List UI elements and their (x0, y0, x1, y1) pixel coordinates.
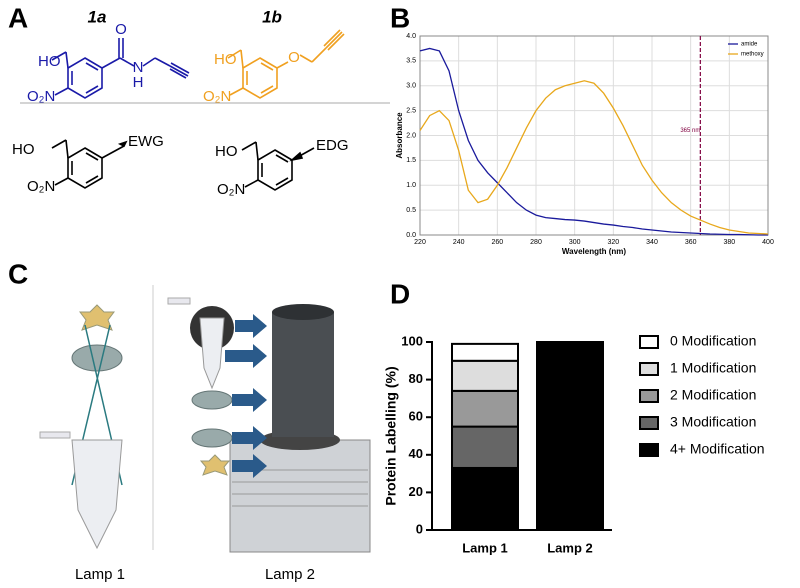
lid (39, 431, 71, 439)
panel-a-text: 1a 1b HO O₂N O N H HO O₂N O HO O₂N EWG H… (12, 7, 349, 197)
lamp-tube (272, 312, 334, 437)
legend-label: 3 Modification (670, 414, 756, 430)
lens (191, 390, 233, 410)
y-tick-label: 20 (409, 484, 423, 499)
atom: EWG (128, 133, 164, 150)
atom: HO (214, 51, 237, 68)
y-axis-label: Protein Labelling (%) (383, 366, 399, 505)
atom: EDG (316, 137, 349, 154)
bar-segment (451, 425, 519, 469)
structure-1b (227, 29, 345, 99)
y-tick-label: 1.5 (406, 157, 416, 164)
legend-swatch (639, 335, 659, 349)
panel-a (20, 29, 390, 191)
atom: N (133, 59, 144, 76)
panel-label: A (8, 2, 28, 33)
lens (71, 344, 123, 372)
legend-swatch (639, 389, 659, 403)
y-tick-label: 100 (401, 333, 423, 348)
atom: O (115, 21, 127, 38)
caption: Lamp 1 (75, 566, 125, 583)
legend-label: 0 Modification (670, 333, 756, 349)
x-axis-label: Wavelength (nm) (562, 247, 626, 256)
atom: O₂N (27, 178, 55, 195)
atom: O₂N (217, 181, 245, 198)
legend-label: methoxy (741, 52, 764, 58)
y-tick-label: 2.5 (406, 107, 416, 114)
panel-label: C (8, 258, 28, 289)
y-tick-label: 1.0 (406, 182, 416, 189)
y-axis-label: Absorbance (395, 112, 404, 159)
tube (71, 439, 123, 550)
x-tick-label: 380 (723, 239, 735, 246)
lid (167, 297, 191, 305)
bar-segment (451, 342, 519, 362)
lens (191, 428, 233, 448)
y-tick-label: 0.5 (406, 207, 416, 214)
atom: O₂N (27, 88, 55, 105)
atom: H (133, 74, 144, 91)
series-line (419, 47, 768, 236)
y-tick-label: 4.0 (406, 33, 416, 40)
legend-swatch (639, 416, 659, 430)
bar-segment (536, 341, 604, 531)
panel-label: B (390, 2, 410, 33)
bar-segment (451, 359, 519, 392)
x-tick-label: 300 (569, 239, 581, 246)
legend-label: 4+ Modification (670, 441, 765, 457)
structure-edg (241, 141, 315, 191)
structure-ewg (51, 139, 128, 189)
x-tick-label: Lamp 2 (547, 540, 593, 555)
compound-label: 1a (88, 7, 107, 26)
x-tick-label: Lamp 1 (462, 540, 508, 555)
x-tick-label: 280 (530, 239, 542, 246)
y-tick-label: 0.0 (406, 232, 416, 239)
legend-label: 1 Modification (670, 360, 756, 376)
x-tick-label: 260 (491, 239, 503, 246)
legend-label: 2 Modification (670, 387, 756, 403)
x-tick-label: 320 (607, 239, 619, 246)
compound-label: 1b (262, 7, 282, 26)
x-tick-label: 400 (762, 239, 774, 246)
legend-label: amide (741, 42, 758, 48)
x-tick-label: 360 (685, 239, 697, 246)
plot-frame (419, 35, 769, 236)
y-tick-label: 40 (409, 446, 423, 461)
tube (199, 317, 225, 390)
series-line (419, 80, 769, 235)
legend-swatch (639, 362, 659, 376)
annotation-text: 365 nm (680, 128, 700, 134)
y-tick-label: 80 (409, 371, 423, 386)
panel-label: D (390, 278, 410, 309)
y-tick-label: 3.5 (406, 58, 416, 65)
x-tick-label: 220 (414, 239, 426, 246)
bar-segment (451, 389, 519, 428)
x-tick-label: 340 (646, 239, 658, 246)
led (79, 304, 115, 331)
y-tick-label: 0 (416, 521, 423, 536)
lamp-base (229, 439, 371, 553)
atom: HO (12, 141, 35, 158)
y-tick-label: 60 (409, 409, 423, 424)
atom: O (288, 49, 300, 66)
structure-1a (51, 38, 190, 99)
bar-segment (451, 466, 519, 531)
x-tick-label: 240 (453, 239, 465, 246)
y-tick-label: 3.0 (406, 83, 416, 90)
lamp-top (272, 304, 334, 320)
arrows (225, 314, 267, 478)
atom: HO (38, 53, 61, 70)
led (199, 454, 231, 476)
atom: HO (215, 143, 238, 160)
panel-c: Lamp 1 Lamp 2 (39, 285, 371, 583)
y-tick-label: 2.0 (406, 132, 416, 139)
legend-swatch (639, 443, 659, 457)
caption: Lamp 2 (265, 566, 315, 583)
atom: O₂N (203, 88, 231, 105)
